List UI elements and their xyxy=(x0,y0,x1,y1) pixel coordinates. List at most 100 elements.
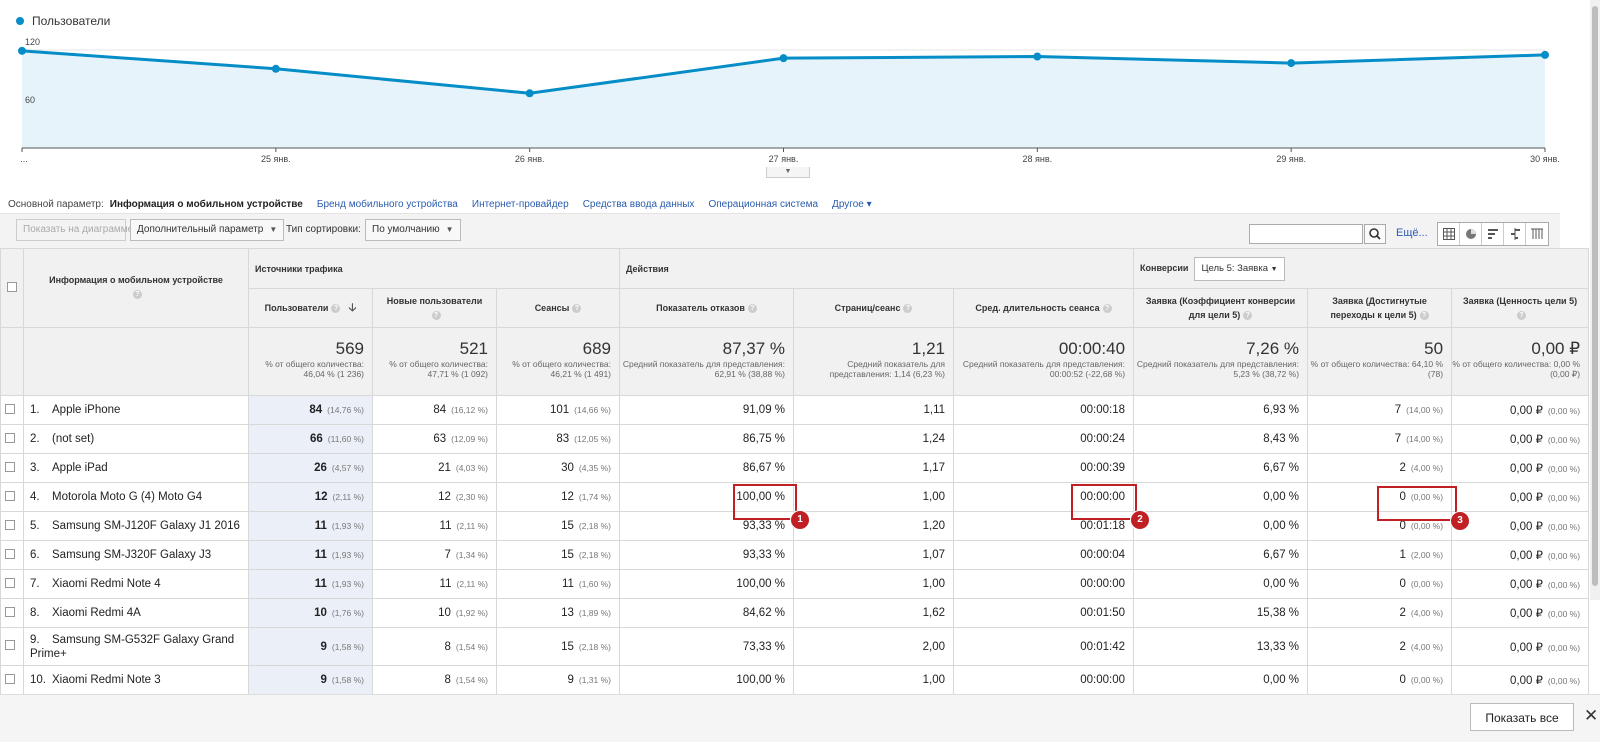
new-users-cell: 11 (2,11 %) xyxy=(372,511,497,541)
col-header-new-users[interactable]: Новые пользователи? xyxy=(372,288,497,328)
table-toolbar: Показать на диаграмме Дополнительный пар… xyxy=(0,213,1560,249)
row-checkbox-cell[interactable] xyxy=(0,665,24,695)
dimension-link-os[interactable]: Операционная система xyxy=(708,199,819,210)
totals-row: 569% от общего количества: 46,04 % (1 23… xyxy=(0,327,1590,396)
row-checkbox-cell[interactable] xyxy=(0,424,24,454)
row-checkbox-cell[interactable] xyxy=(0,511,24,541)
device-name: Samsung SM-J120F Galaxy J1 2016 xyxy=(52,520,240,532)
row-checkbox-cell[interactable] xyxy=(0,569,24,599)
device-cell[interactable]: 5. Samsung SM-J120F Galaxy J1 2016 xyxy=(23,511,249,541)
row-checkbox[interactable] xyxy=(5,490,15,501)
device-cell[interactable]: 6. Samsung SM-J320F Galaxy J3 xyxy=(23,540,249,570)
row-checkbox[interactable] xyxy=(5,519,15,530)
device-cell[interactable]: 2. (not set) xyxy=(23,424,249,454)
dimension-header[interactable]: Информация о мобильном устройстве? xyxy=(23,248,249,328)
device-cell[interactable]: 1. Apple iPhone xyxy=(23,395,249,425)
dimension-link-input[interactable]: Средства ввода данных xyxy=(582,199,695,210)
select-all-checkbox[interactable] xyxy=(7,282,17,292)
users-cell: 11 (1,93 %) xyxy=(248,511,373,541)
table-row[interactable]: 9. Samsung SM-G532F Galaxy Grand Prime+ 9… xyxy=(0,627,1590,666)
comparison-view-icon[interactable] xyxy=(1504,223,1526,245)
new-users-cell: 7 (1,34 %) xyxy=(372,540,497,570)
device-cell[interactable]: 3. Apple iPad xyxy=(23,453,249,483)
col-header-avg-duration[interactable]: Сред. длительность сеанса? xyxy=(953,288,1135,328)
users-cell: 11 (1,93 %) xyxy=(248,569,373,599)
col-header-conversion-rate[interactable]: Заявка (Коэффициент конверсии для цели 5… xyxy=(1133,288,1309,328)
chart-collapse-handle[interactable]: ▼ xyxy=(766,167,810,178)
x-tick-label: 28 янв. xyxy=(1022,154,1053,164)
row-checkbox-cell[interactable] xyxy=(0,598,24,628)
table-row[interactable]: 6. Samsung SM-J320F Galaxy J3 11 (1,93 %) … xyxy=(0,540,1590,570)
table-row[interactable]: 1. Apple iPhone 84 (14,76 %) 84 (16,12 %) 1… xyxy=(0,395,1590,425)
scrollbar-thumb[interactable] xyxy=(1592,6,1598,586)
row-checkbox-cell[interactable] xyxy=(0,482,24,512)
performance-view-icon[interactable] xyxy=(1482,223,1504,245)
data-table: Информация о мобильном устройстве? Источ… xyxy=(0,248,1590,695)
secondary-dimension-dropdown[interactable]: Дополнительный параметр ▼ xyxy=(130,219,285,241)
data-point xyxy=(525,89,534,98)
row-checkbox[interactable] xyxy=(5,673,15,684)
table-row[interactable]: 7. Xiaomi Redmi Note 4 11 (1,93 %) 11 (2,11… xyxy=(0,569,1590,599)
dimension-link-isp[interactable]: Интернет-провайдер xyxy=(471,199,569,210)
search-button[interactable] xyxy=(1364,224,1386,244)
col-header-goal-value[interactable]: Заявка (Ценность цели 5)? xyxy=(1451,288,1590,328)
row-index: 10. xyxy=(30,674,46,686)
plot-rows-button[interactable]: Показать на диаграмме xyxy=(16,219,133,241)
chevron-down-icon: ▼ xyxy=(445,225,454,234)
col-header-pages-session[interactable]: Страниц/сеанс? xyxy=(793,288,955,328)
device-cell[interactable]: 9. Samsung SM-G532F Galaxy Grand Prime+ xyxy=(23,627,249,666)
select-all-cell[interactable] xyxy=(0,248,24,328)
row-index: 9. xyxy=(30,633,40,646)
table-row[interactable]: 3. Apple iPad 26 (4,57 %) 21 (4,03 %) 30 (4,… xyxy=(0,453,1590,483)
row-checkbox-cell[interactable] xyxy=(0,540,24,570)
device-cell[interactable]: 4. Motorola Moto G (4) Moto G4 xyxy=(23,482,249,512)
table-search-input[interactable] xyxy=(1249,224,1363,244)
row-checkbox-cell[interactable] xyxy=(0,395,24,425)
row-checkbox[interactable] xyxy=(5,461,15,472)
y-tick-label: 120 xyxy=(25,37,41,47)
line-chart[interactable] xyxy=(0,30,1560,170)
row-checkbox[interactable] xyxy=(5,606,15,617)
show-all-button[interactable]: Показать все xyxy=(1470,703,1574,731)
help-icon: ? xyxy=(431,311,441,321)
bounce-rate-cell: 91,09 % xyxy=(619,395,795,425)
sessions-cell: 11 (1,60 %) xyxy=(495,569,621,599)
row-checkbox-cell[interactable] xyxy=(0,627,24,666)
goal-completions-cell: 1 (2,00 %) xyxy=(1307,540,1453,570)
table-row[interactable]: 8. Xiaomi Redmi 4A 10 (1,76 %) 10 (1,92 %) … xyxy=(0,598,1590,628)
pie-view-icon[interactable] xyxy=(1460,223,1482,245)
goal-select-dropdown[interactable]: Цель 5: Заявка ▼ xyxy=(1194,256,1285,281)
col-header-goal-completions[interactable]: Заявка (Достигнутые переходы к цели 5)? xyxy=(1307,288,1453,328)
table-row[interactable]: 2. (not set) 66 (11,60 %) 63 (12,09 %) 83 (1… xyxy=(0,424,1590,454)
row-checkbox[interactable] xyxy=(5,640,15,650)
pages-session-cell: 1,17 xyxy=(793,453,955,483)
col-header-bounce-rate[interactable]: Показатель отказов? xyxy=(619,288,795,328)
col-header-users[interactable]: Пользователи? 🡣 xyxy=(248,288,373,328)
annotation-badge-2: 2 xyxy=(1130,510,1150,530)
device-cell[interactable]: 10. Xiaomi Redmi Note 3 xyxy=(23,665,249,695)
row-checkbox-cell[interactable] xyxy=(0,453,24,483)
row-checkbox[interactable] xyxy=(5,577,15,588)
table-view-icon[interactable] xyxy=(1438,223,1460,245)
view-switcher xyxy=(1437,222,1549,246)
table-row[interactable]: 10. Xiaomi Redmi Note 3 9 (1,58 %) 8 (1,54 … xyxy=(0,665,1590,695)
row-checkbox[interactable] xyxy=(5,403,15,414)
page-scrollbar[interactable] xyxy=(1590,0,1600,600)
device-cell[interactable]: 7. Xiaomi Redmi Note 4 xyxy=(23,569,249,599)
sort-type-dropdown[interactable]: По умолчанию ▼ xyxy=(365,219,461,241)
conversion-rate-cell: 15,38 % xyxy=(1133,598,1309,628)
goal-value-cell: 0,00 ₽ (0,00 %) xyxy=(1451,540,1590,570)
dimension-link-other[interactable]: Другое ▾ xyxy=(832,199,872,210)
highlight-box-duration xyxy=(1071,484,1137,520)
help-icon: ? xyxy=(747,304,757,314)
dimension-link-brand[interactable]: Бренд мобильного устройства xyxy=(316,199,458,210)
col-header-sessions[interactable]: Сеансы? xyxy=(495,288,621,328)
row-checkbox[interactable] xyxy=(5,432,15,443)
close-icon[interactable]: ✕ xyxy=(1584,706,1599,725)
legend-label: Пользователи xyxy=(32,14,111,28)
device-cell[interactable]: 8. Xiaomi Redmi 4A xyxy=(23,598,249,628)
goal-value-cell: 0,00 ₽ (0,00 %) xyxy=(1451,482,1590,512)
pivot-view-icon[interactable] xyxy=(1526,223,1548,245)
advanced-filter-link[interactable]: Ещё... xyxy=(1396,227,1428,239)
row-checkbox[interactable] xyxy=(5,548,15,559)
